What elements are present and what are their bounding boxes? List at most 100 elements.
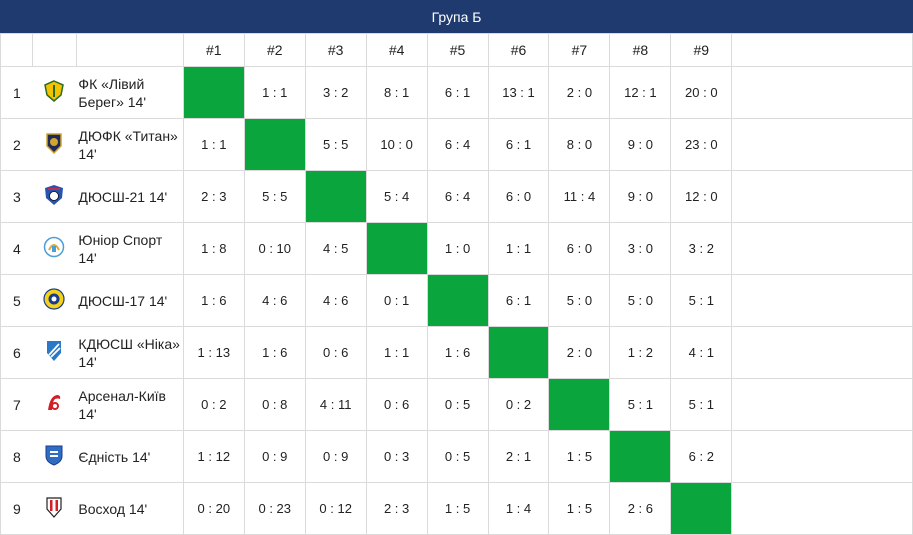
- score-cell: 1 : 6: [426, 326, 489, 379]
- spacer-cell: [731, 118, 913, 171]
- logo-header: [31, 33, 77, 67]
- rank-header: [0, 33, 33, 67]
- score-cell: 2 : 0: [548, 326, 611, 379]
- spacer-cell: [731, 482, 913, 535]
- score-cell: 0 : 23: [243, 482, 306, 535]
- shield-blue-ball-icon: [43, 184, 65, 206]
- team-name[interactable]: ДЮСШ-21 14': [76, 170, 184, 223]
- score-cell: 1 : 1: [365, 326, 428, 379]
- score-cell: 1 : 5: [426, 482, 489, 535]
- score-cell: 6 : 1: [487, 274, 550, 327]
- score-cell: 0 : 10: [243, 222, 306, 275]
- column-header: #4: [365, 33, 428, 67]
- team-name[interactable]: ФК «Лівий Берег» 14': [76, 66, 184, 119]
- score-cell: 9 : 0: [609, 170, 672, 223]
- score-cell: 3 : 2: [670, 222, 733, 275]
- score-cell: 3 : 2: [304, 66, 367, 119]
- score-cell: 12 : 0: [670, 170, 733, 223]
- diagonal-cell: [426, 274, 489, 327]
- diagonal-cell: [365, 222, 428, 275]
- rank-cell: 4: [0, 222, 33, 275]
- score-cell: 10 : 0: [365, 118, 428, 171]
- spacer-cell: [731, 222, 913, 275]
- group-title: Група Б: [0, 0, 913, 33]
- column-header: #5: [426, 33, 489, 67]
- score-cell: 1 : 5: [548, 482, 611, 535]
- score-cell: 4 : 5: [304, 222, 367, 275]
- score-cell: 1 : 13: [182, 326, 245, 379]
- team-name[interactable]: Арсенал-Київ 14': [76, 378, 184, 431]
- team-name[interactable]: Єдність 14': [76, 430, 184, 483]
- score-cell: 4 : 6: [304, 274, 367, 327]
- ball-yellow-blue-icon: [43, 288, 66, 310]
- spacer-header: [731, 33, 913, 67]
- spacer-cell: [731, 378, 913, 431]
- team-logo-cell: [32, 66, 77, 119]
- score-cell: 6 : 2: [670, 430, 733, 483]
- crest-light-blue-icon: [43, 236, 65, 258]
- diagonal-cell: [243, 118, 306, 171]
- score-cell: 5 : 1: [670, 274, 733, 327]
- score-cell: 3 : 0: [609, 222, 672, 275]
- shield-blue-icon: [43, 444, 65, 466]
- score-cell: 0 : 9: [304, 430, 367, 483]
- score-cell: 2 : 3: [182, 170, 245, 223]
- spacer-cell: [731, 430, 913, 483]
- spacer-cell: [731, 274, 913, 327]
- column-header: #9: [670, 33, 733, 67]
- score-cell: 2 : 6: [609, 482, 672, 535]
- score-cell: 0 : 9: [243, 430, 306, 483]
- score-cell: 1 : 5: [548, 430, 611, 483]
- score-cell: 4 : 1: [670, 326, 733, 379]
- team-name[interactable]: ДЮФК «Титан» 14': [76, 118, 184, 171]
- team-name[interactable]: Восход 14': [76, 482, 184, 535]
- rank-cell: 6: [0, 326, 33, 379]
- score-cell: 4 : 6: [243, 274, 306, 327]
- column-header: #3: [304, 33, 367, 67]
- shield-blue-white-icon: [43, 340, 65, 362]
- cannon-red-icon: [43, 392, 65, 414]
- score-cell: 20 : 0: [670, 66, 733, 119]
- rank-cell: 3: [0, 170, 33, 223]
- column-header: #7: [548, 33, 611, 67]
- score-cell: 5 : 0: [609, 274, 672, 327]
- diagonal-cell: [487, 326, 550, 379]
- team-logo-cell: [32, 118, 77, 171]
- score-cell: 1 : 1: [182, 118, 245, 171]
- score-cell: 6 : 1: [426, 66, 489, 119]
- score-cell: 0 : 5: [426, 378, 489, 431]
- column-header: #6: [487, 33, 550, 67]
- results-table: #1 #2 #3 #4 #5 #6 #7 #8 #9 1 ФК «Лівий Берег» 14'…: [0, 33, 913, 535]
- shield-red-black-icon: [43, 496, 65, 518]
- score-cell: 6 : 0: [548, 222, 611, 275]
- score-cell: 2 : 3: [365, 482, 428, 535]
- score-cell: 1 : 1: [243, 66, 306, 119]
- team-name[interactable]: КДЮСШ «Ніка» 14': [76, 326, 184, 379]
- rank-cell: 7: [0, 378, 33, 431]
- score-cell: 0 : 5: [426, 430, 489, 483]
- column-header: #2: [243, 33, 306, 67]
- diagonal-cell: [609, 430, 672, 483]
- team-logo-cell: [32, 274, 77, 327]
- score-cell: 6 : 4: [426, 118, 489, 171]
- score-cell: 1 : 6: [182, 274, 245, 327]
- team-name[interactable]: Юніор Спорт 14': [76, 222, 184, 275]
- score-cell: 1 : 6: [243, 326, 306, 379]
- spacer-cell: [731, 170, 913, 223]
- score-cell: 0 : 20: [182, 482, 245, 535]
- team-name[interactable]: ДЮСШ-17 14': [76, 274, 184, 327]
- score-cell: 1 : 12: [182, 430, 245, 483]
- score-cell: 2 : 1: [487, 430, 550, 483]
- rank-cell: 5: [0, 274, 33, 327]
- score-cell: 4 : 11: [304, 378, 367, 431]
- rank-cell: 1: [0, 66, 33, 119]
- column-header: #8: [609, 33, 672, 67]
- score-cell: 5 : 5: [243, 170, 306, 223]
